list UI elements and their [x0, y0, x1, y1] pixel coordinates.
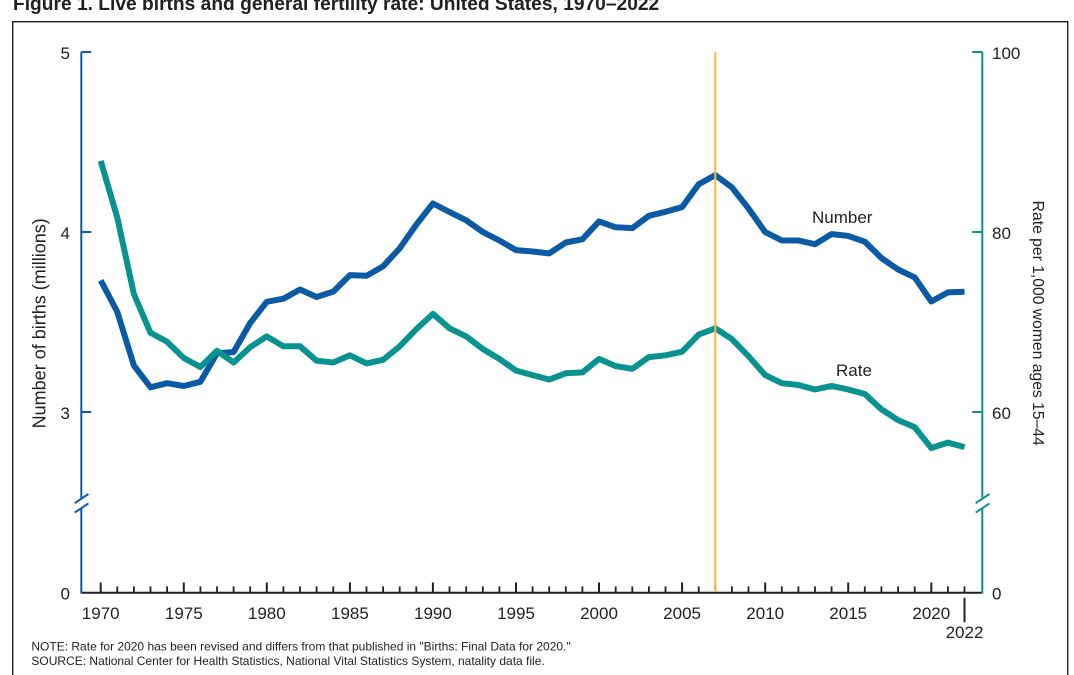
svg-text:60: 60	[992, 404, 1011, 423]
svg-text:1985: 1985	[331, 604, 369, 623]
svg-text:1970: 1970	[82, 604, 120, 623]
svg-text:1990: 1990	[414, 604, 452, 623]
svg-text:1980: 1980	[248, 604, 286, 623]
svg-text:2010: 2010	[746, 604, 784, 623]
svg-text:Figure 1. Live births and gene: Figure 1. Live births and general fertil…	[13, 0, 659, 15]
svg-text:Rate per 1,000 women ages 15–4: Rate per 1,000 women ages 15–44	[1029, 201, 1046, 446]
svg-text:0: 0	[992, 584, 1001, 603]
svg-text:Rate: Rate	[836, 361, 872, 380]
svg-text:80: 80	[992, 224, 1011, 243]
svg-text:5: 5	[61, 44, 70, 63]
svg-text:2015: 2015	[829, 604, 867, 623]
svg-text:Number: Number	[812, 208, 873, 227]
svg-text:0: 0	[61, 584, 70, 603]
svg-text:2022: 2022	[946, 623, 984, 642]
svg-text:3: 3	[61, 404, 70, 423]
svg-text:Number of births (millions): Number of births (millions)	[30, 218, 50, 428]
svg-text:SOURCE: National Center for He: SOURCE: National Center for Health Stati…	[31, 654, 544, 668]
svg-text:2020: 2020	[912, 604, 950, 623]
svg-text:NOTE: Rate for 2020 has been r: NOTE: Rate for 2020 has been revised and…	[31, 640, 570, 654]
svg-text:2005: 2005	[663, 604, 701, 623]
svg-text:100: 100	[992, 44, 1020, 63]
svg-text:1995: 1995	[497, 604, 535, 623]
svg-text:4: 4	[61, 224, 70, 243]
svg-text:1975: 1975	[165, 604, 203, 623]
svg-text:2000: 2000	[580, 604, 618, 623]
